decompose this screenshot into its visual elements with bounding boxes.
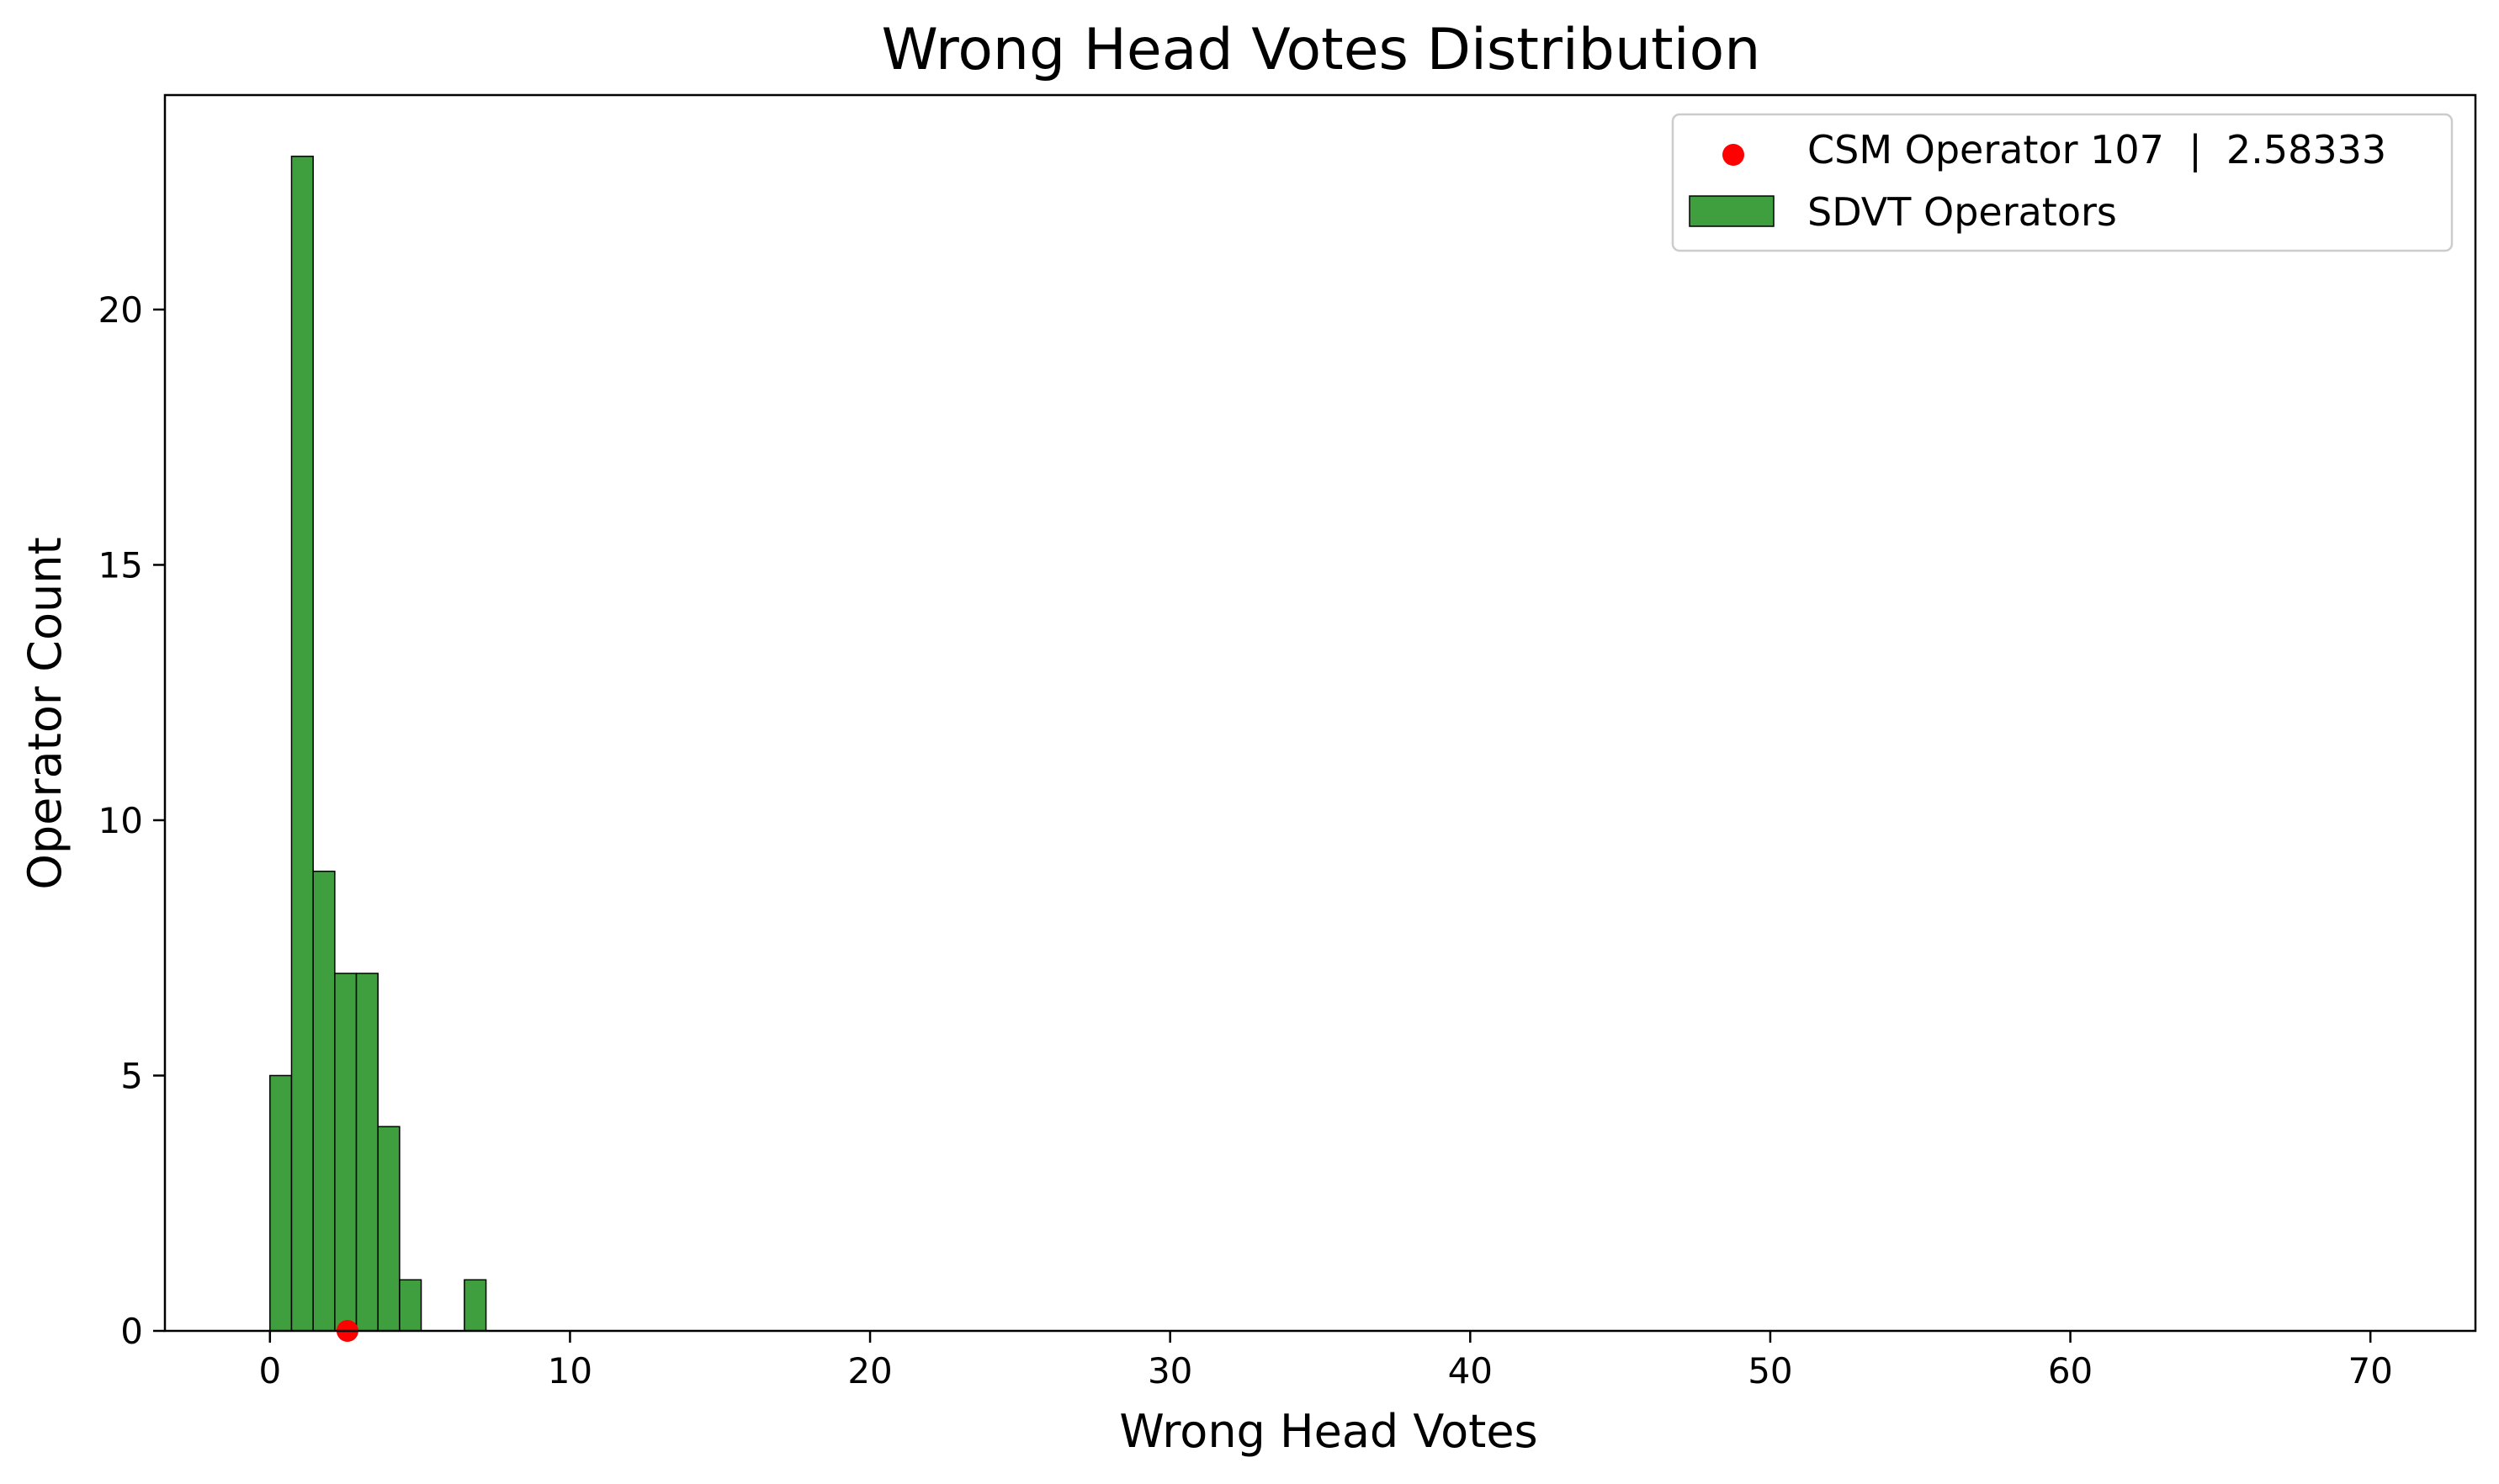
y-tick-label: 0 <box>120 1311 143 1352</box>
legend-box <box>1671 113 2454 252</box>
histogram-bar <box>312 870 336 1332</box>
histogram-bar <box>269 1074 293 1332</box>
y-axis-ticks: 0 5 10 15 20 <box>98 289 165 1352</box>
y-tick-label: 15 <box>98 544 143 586</box>
histogram-bar <box>464 1279 487 1332</box>
x-tick-label: 70 <box>2348 1350 2392 1391</box>
y-axis-label: Operator Count <box>19 537 72 889</box>
histogram-bars <box>269 156 487 1332</box>
histogram-bar <box>334 973 358 1332</box>
x-tick-label: 10 <box>548 1350 592 1391</box>
x-axis-ticks: 0 10 20 30 40 50 60 70 <box>258 1331 2393 1391</box>
y-tick-label: 5 <box>120 1055 143 1096</box>
histogram-bar <box>290 156 314 1332</box>
x-tick-label: 30 <box>1148 1350 1192 1391</box>
x-tick-label: 50 <box>1748 1350 1792 1391</box>
legend-marker-csm-operator <box>1722 144 1744 166</box>
plot-area-frame <box>163 93 2477 1333</box>
chart-title: Wrong Head Votes Distribution <box>882 17 1761 83</box>
x-tick-label: 60 <box>2048 1350 2093 1391</box>
y-tick-label: 20 <box>98 289 143 331</box>
x-tick-label: 20 <box>847 1350 892 1391</box>
legend: CSM Operator 107 | 2.58333 SDVT Operator… <box>1671 113 2454 252</box>
legend-label-csm-operator: CSM Operator 107 | 2.58333 <box>1807 127 2386 173</box>
x-tick-label: 40 <box>1448 1350 1493 1391</box>
histogram-bar <box>399 1279 422 1332</box>
y-tick-label: 10 <box>98 800 143 841</box>
histogram-bar <box>355 973 379 1332</box>
legend-patch-sdvt-operators <box>1689 195 1775 227</box>
x-axis-label: Wrong Head Votes <box>1119 1405 1537 1458</box>
x-tick-label: 0 <box>258 1350 281 1391</box>
legend-label-sdvt-operators: SDVT Operators <box>1807 189 2117 235</box>
histogram-bar <box>377 1126 401 1332</box>
